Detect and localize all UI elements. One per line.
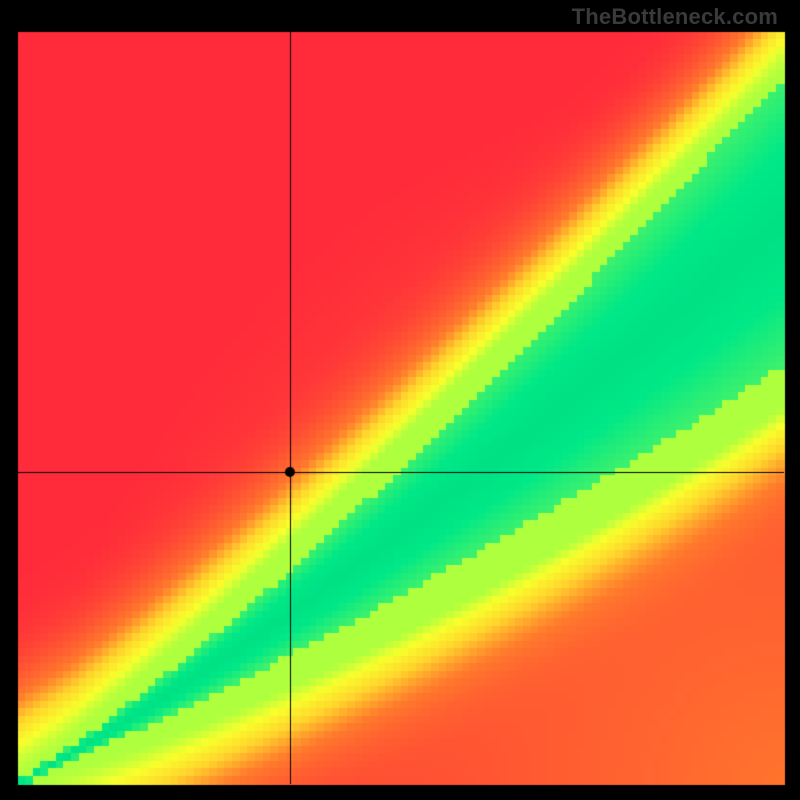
heatmap-canvas <box>0 0 800 800</box>
watermark-label: TheBottleneck.com <box>572 4 778 30</box>
chart-container: TheBottleneck.com <box>0 0 800 800</box>
